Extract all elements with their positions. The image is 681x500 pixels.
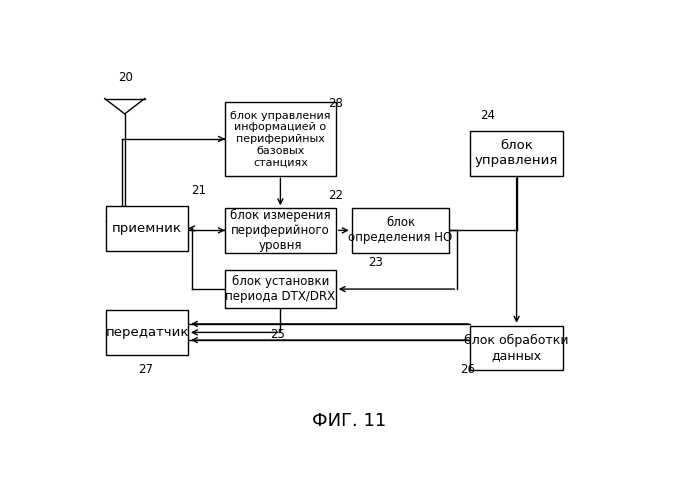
Text: 24: 24 xyxy=(480,108,495,122)
Text: 27: 27 xyxy=(138,364,153,376)
FancyBboxPatch shape xyxy=(106,310,188,354)
Text: блок измерения
периферийного
уровня: блок измерения периферийного уровня xyxy=(230,209,331,252)
Text: 21: 21 xyxy=(191,184,206,196)
Text: 20: 20 xyxy=(118,71,133,84)
Text: 25: 25 xyxy=(270,328,285,341)
FancyBboxPatch shape xyxy=(351,208,449,252)
Text: 26: 26 xyxy=(460,362,475,376)
FancyBboxPatch shape xyxy=(471,131,563,176)
FancyBboxPatch shape xyxy=(471,326,563,370)
Text: 23: 23 xyxy=(368,256,383,268)
FancyBboxPatch shape xyxy=(225,270,336,308)
FancyBboxPatch shape xyxy=(225,208,336,252)
FancyBboxPatch shape xyxy=(106,206,188,250)
Text: ФИГ. 11: ФИГ. 11 xyxy=(312,412,386,430)
Text: блок
определения НО: блок определения НО xyxy=(349,216,453,244)
Text: блок установки
периода DTX/DRX: блок установки периода DTX/DRX xyxy=(225,275,336,303)
FancyBboxPatch shape xyxy=(225,102,336,176)
Text: приемник: приемник xyxy=(112,222,182,235)
Text: передатчик: передатчик xyxy=(106,326,189,339)
Text: блок
управления: блок управления xyxy=(475,140,558,168)
Text: блок обработки
данных: блок обработки данных xyxy=(464,334,569,362)
Text: блок управления
информацией о
периферийных
базовых
станциях: блок управления информацией о периферийн… xyxy=(230,110,331,167)
Text: 28: 28 xyxy=(328,97,343,110)
Text: 22: 22 xyxy=(328,190,343,202)
